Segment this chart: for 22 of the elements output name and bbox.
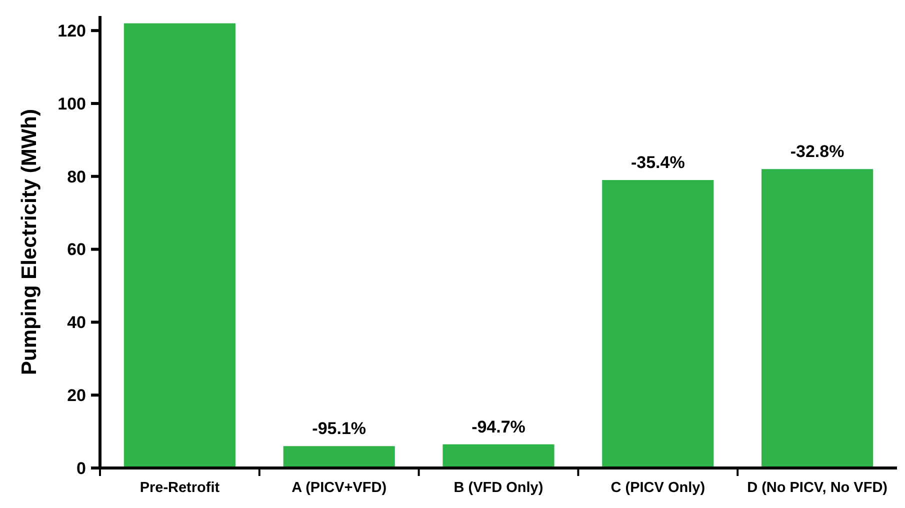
annotation: -32.8% <box>790 142 844 162</box>
bar <box>124 23 236 468</box>
annotation: -94.7% <box>472 417 526 436</box>
annotation: -35.4% <box>630 153 685 172</box>
bar <box>283 446 395 468</box>
x-tick-label: B (VFD Only) <box>454 480 544 496</box>
y-tick-label: 20 <box>67 386 86 406</box>
x-tick-label: Pre-Retrofit <box>140 480 220 496</box>
annotation: -95.1% <box>312 419 366 438</box>
y-tick-label: 100 <box>58 94 86 114</box>
x-tick-label: A (PICV+VFD) <box>292 480 387 496</box>
y-tick-label: 60 <box>67 240 86 260</box>
x-tick-label: C (PICV Only) <box>610 480 706 496</box>
bar <box>602 180 714 468</box>
y-tick-label: 80 <box>67 167 86 186</box>
y-tick-label: 120 <box>58 22 86 41</box>
y-tick-label: 0 <box>76 458 86 478</box>
bar <box>762 169 874 468</box>
y-tick-label: 40 <box>67 313 86 332</box>
y-axis-title: Pumping Electricity (MWh) <box>18 108 41 376</box>
x-tick-label: D (No PICV, No VFD) <box>747 480 888 496</box>
bar <box>442 444 554 468</box>
